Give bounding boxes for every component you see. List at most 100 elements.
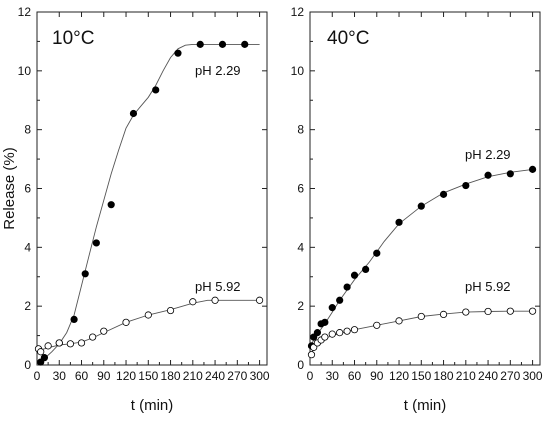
y-tick-label: 8	[24, 123, 31, 137]
data-point-ph-2-29	[484, 171, 492, 179]
data-point-ph-2-29	[107, 201, 115, 209]
data-point-ph-2-29	[196, 40, 204, 48]
data-point-ph-2-29	[528, 165, 537, 173]
x-tick-label: 240	[478, 369, 498, 383]
x-tick-label: 120	[116, 369, 136, 383]
data-point-ph-5-92	[100, 327, 108, 335]
data-point-ph-2-29	[241, 40, 249, 48]
data-point-ph-2-29	[343, 283, 351, 291]
series-annotation: pH 5.92	[465, 279, 511, 294]
x-tick-label: 240	[205, 369, 225, 383]
x-tick-label: 60	[348, 369, 362, 383]
data-point-ph-2-29	[417, 202, 425, 210]
plot-frame	[309, 11, 541, 366]
data-point-ph-2-29	[321, 318, 329, 326]
data-point-ph-5-92	[255, 296, 264, 304]
series-annotation: pH 2.29	[465, 147, 511, 162]
y-tick-label: 10	[291, 64, 305, 78]
y-tick-label: 6	[24, 182, 31, 196]
fit-curve	[309, 168, 533, 348]
y-tick-label: 12	[18, 5, 32, 19]
data-point-ph-5-92	[37, 348, 45, 356]
x-tick-label: 180	[161, 369, 181, 383]
y-tick-label: 0	[24, 358, 31, 372]
data-point-ph-5-92	[66, 340, 74, 348]
data-point-ph-5-92	[189, 298, 197, 306]
data-point-ph-2-29	[373, 249, 381, 257]
data-point-ph-5-92	[328, 330, 336, 338]
data-point-ph-5-92	[89, 333, 97, 341]
data-point-ph-2-29	[328, 304, 336, 312]
x-tick-label: 90	[370, 369, 384, 383]
data-point-ph-5-92	[395, 317, 403, 325]
y-axis-label: Release (%)	[1, 147, 18, 230]
data-point-ph-5-92	[321, 333, 329, 341]
x-axis-label: t (min)	[131, 397, 174, 414]
data-point-ph-2-29	[395, 218, 403, 226]
data-point-ph-5-92	[484, 307, 492, 316]
x-tick-label: 150	[411, 369, 431, 383]
x-tick-label: 180	[434, 369, 454, 383]
data-point-ph-2-29	[506, 170, 514, 178]
x-tick-label: 30	[326, 369, 340, 383]
data-point-ph-5-92	[343, 327, 351, 335]
data-point-ph-5-92	[77, 339, 86, 347]
x-tick-label: 210	[183, 369, 203, 383]
y-tick-label: 4	[24, 240, 31, 254]
y-tick-label: 2	[24, 299, 31, 313]
data-point-ph-5-92	[373, 321, 381, 329]
data-point-ph-2-29	[218, 40, 227, 48]
data-point-ph-2-29	[350, 271, 359, 279]
data-point-ph-2-29	[362, 265, 370, 273]
series-annotation: pH 2.29	[195, 63, 241, 78]
series-annotation: pH 5.92	[195, 279, 241, 294]
data-point-ph-5-92	[439, 310, 448, 319]
data-point-ph-5-92	[350, 326, 359, 334]
x-tick-label: 300	[250, 369, 270, 383]
data-point-ph-2-29	[40, 354, 49, 362]
data-point-ph-2-29	[152, 86, 160, 94]
y-tick-label: 8	[297, 123, 304, 137]
fit-curve	[36, 299, 260, 351]
data-point-ph-5-92	[417, 312, 425, 321]
data-point-ph-5-92	[166, 306, 175, 315]
data-point-ph-5-92	[336, 329, 344, 337]
x-tick-label: 300	[523, 369, 543, 383]
data-point-ph-2-29	[313, 329, 322, 337]
panel-label: 40°C	[327, 28, 369, 49]
data-point-ph-5-92	[144, 311, 152, 319]
y-tick-label: 0	[297, 358, 304, 372]
data-point-ph-2-29	[439, 190, 448, 198]
x-tick-label: 30	[53, 369, 67, 383]
x-tick-label: 0	[307, 369, 314, 383]
x-tick-label: 270	[227, 369, 247, 383]
data-point-ph-2-29	[336, 296, 344, 304]
y-tick-label: 12	[291, 5, 305, 19]
data-point-ph-2-29	[81, 270, 89, 278]
x-tick-label: 90	[97, 369, 111, 383]
x-tick-label: 60	[75, 369, 89, 383]
data-point-ph-5-92	[506, 307, 514, 315]
data-point-ph-2-29	[462, 181, 470, 190]
data-point-ph-5-92	[55, 339, 63, 347]
data-point-ph-5-92	[528, 307, 537, 315]
data-point-ph-2-29	[129, 109, 138, 118]
data-point-ph-5-92	[122, 318, 130, 326]
y-tick-label: 4	[297, 240, 304, 254]
data-point-ph-5-92	[462, 308, 470, 316]
y-tick-label: 2	[297, 299, 304, 313]
x-axis-label: t (min)	[404, 397, 447, 414]
panel-label: 10°C	[52, 28, 94, 49]
data-point-ph-2-29	[70, 315, 78, 324]
data-point-ph-2-29	[92, 239, 100, 247]
x-tick-label: 150	[138, 369, 158, 383]
y-tick-label: 6	[297, 182, 304, 196]
data-point-ph-5-92	[307, 351, 316, 359]
x-tick-label: 0	[34, 369, 41, 383]
data-point-ph-5-92	[44, 342, 52, 350]
data-point-ph-2-29	[174, 49, 182, 57]
x-tick-label: 120	[389, 369, 409, 383]
x-tick-label: 270	[500, 369, 520, 383]
